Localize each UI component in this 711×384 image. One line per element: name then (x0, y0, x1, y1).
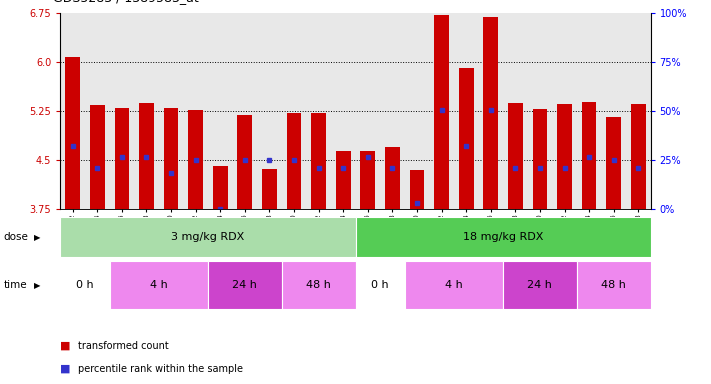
Text: 48 h: 48 h (306, 280, 331, 290)
Bar (503, 261, 577, 309)
Bar (139, 103, 154, 209)
Bar (434, 15, 449, 209)
Bar (508, 103, 523, 209)
Text: 4 h: 4 h (445, 280, 463, 290)
Bar (311, 113, 326, 209)
Text: dose: dose (4, 232, 28, 242)
Bar (282, 261, 356, 309)
Bar (60, 217, 356, 257)
Bar (557, 104, 572, 209)
Bar (533, 109, 547, 209)
Bar (287, 113, 301, 209)
Text: 4 h: 4 h (150, 280, 168, 290)
Bar (606, 117, 621, 209)
Bar (410, 170, 424, 209)
Bar (60, 261, 109, 309)
Bar (459, 68, 474, 209)
Text: transformed count: transformed count (78, 341, 169, 351)
Bar (631, 104, 646, 209)
Bar (237, 114, 252, 209)
Bar (356, 217, 651, 257)
Bar (213, 166, 228, 209)
Bar (360, 151, 375, 209)
Bar (114, 108, 129, 209)
Bar (577, 261, 651, 309)
Text: 0 h: 0 h (371, 280, 389, 290)
Bar (109, 261, 208, 309)
Text: 48 h: 48 h (602, 280, 626, 290)
Text: ■: ■ (60, 341, 71, 351)
Text: percentile rank within the sample: percentile rank within the sample (78, 364, 243, 374)
Bar (262, 169, 277, 209)
Text: 0 h: 0 h (76, 280, 94, 290)
Bar (90, 105, 105, 209)
Bar (336, 151, 351, 209)
Text: time: time (4, 280, 27, 290)
Bar (405, 261, 503, 309)
Text: ▶: ▶ (34, 233, 41, 242)
Text: GDS5283 / 1389583_at: GDS5283 / 1389583_at (53, 0, 199, 4)
Text: 24 h: 24 h (528, 280, 552, 290)
Text: 18 mg/kg RDX: 18 mg/kg RDX (463, 232, 543, 242)
Bar (483, 17, 498, 209)
Bar (356, 261, 405, 309)
Bar (65, 57, 80, 209)
Bar (188, 110, 203, 209)
Text: ▶: ▶ (34, 281, 41, 290)
Text: ■: ■ (60, 364, 71, 374)
Bar (208, 261, 282, 309)
Bar (385, 147, 400, 209)
Text: 24 h: 24 h (232, 280, 257, 290)
Bar (582, 101, 597, 209)
Bar (164, 108, 178, 209)
Text: 3 mg/kg RDX: 3 mg/kg RDX (171, 232, 245, 242)
